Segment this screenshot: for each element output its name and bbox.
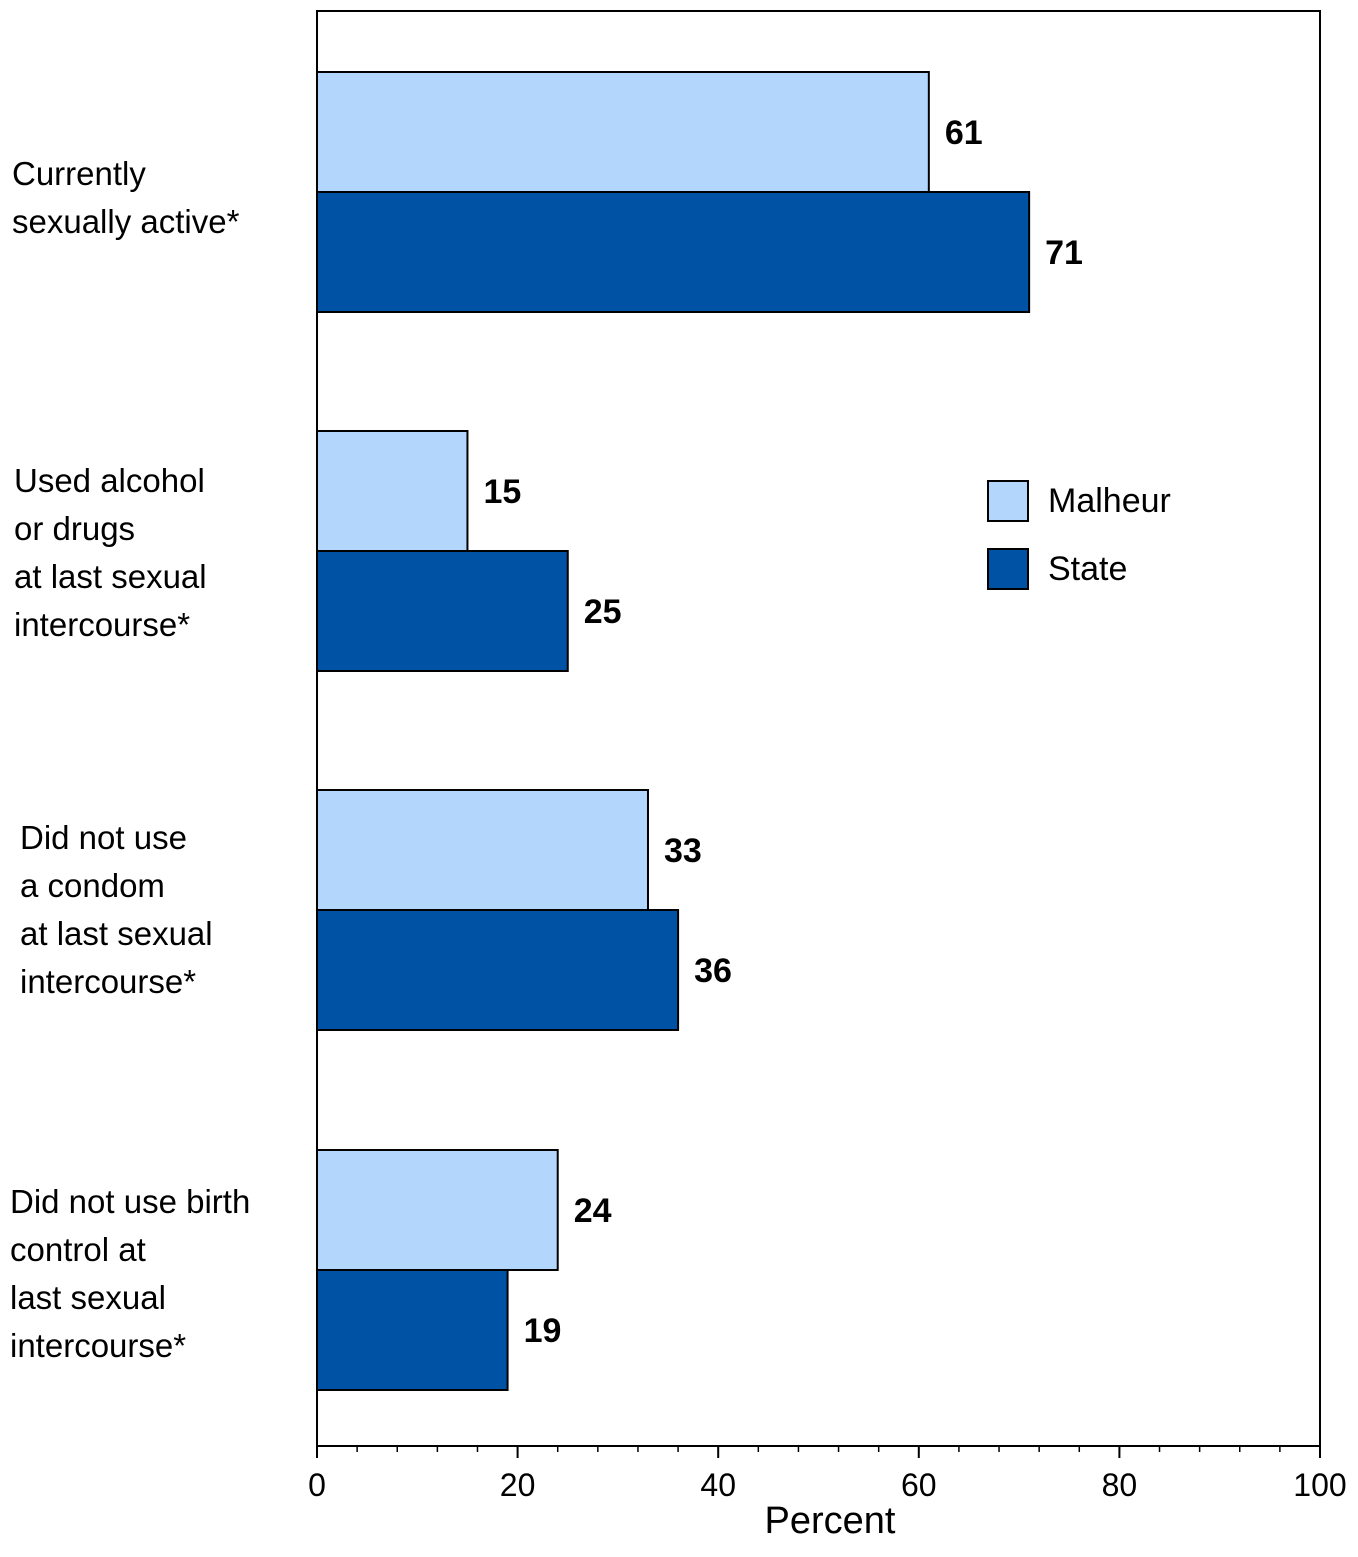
category-label-3: Did not use birth control at last sexual in… (10, 1183, 250, 1364)
value-label-malheur-0: 61 (945, 114, 983, 152)
bars-group (316, 71, 1031, 1391)
category-label-line: intercourse* (14, 606, 190, 643)
category-label-line: sexually active* (12, 203, 240, 240)
legend-swatch-state (987, 548, 1029, 590)
value-label-state-3: 19 (524, 1312, 562, 1350)
bar-state-0 (316, 191, 1031, 313)
category-label-line: Did not use (20, 819, 187, 856)
category-label-0: Currently sexually active* (12, 155, 240, 240)
value-label-state-2: 36 (694, 952, 732, 990)
bar-malheur-1 (316, 430, 469, 552)
category-label-1: Used alcohol or drugs at last sexual interc… (14, 462, 207, 643)
x-axis-title: Percent (765, 1500, 896, 1542)
value-label-malheur-1: 15 (483, 473, 521, 511)
bar-malheur-0 (316, 71, 930, 193)
category-label-line: or drugs (14, 510, 135, 547)
bar-malheur-3 (316, 1149, 559, 1271)
legend-label-state: State (1048, 550, 1127, 588)
bar-state-3 (316, 1269, 509, 1391)
category-label-line: control at (10, 1231, 146, 1268)
x-axis: 0 20 40 60 80 100 (308, 1446, 1347, 1503)
x-tick-label: 0 (308, 1467, 326, 1503)
legend-label-malheur: Malheur (1048, 482, 1171, 520)
x-tick-label: 100 (1293, 1467, 1346, 1503)
category-label-line: at last sexual (20, 915, 213, 952)
category-label-line: Used alcohol (14, 462, 205, 499)
value-label-malheur-3: 24 (574, 1192, 612, 1230)
category-label-line: Currently (12, 155, 146, 192)
x-tick-label: 80 (1102, 1467, 1138, 1503)
category-labels-group: Currently sexually active* Used alcohol or … (10, 155, 250, 1364)
category-label-line: last sexual (10, 1279, 166, 1316)
category-label-line: intercourse* (20, 963, 196, 1000)
x-tick-label: 40 (700, 1467, 736, 1503)
legend-swatch-malheur (987, 480, 1029, 522)
value-label-malheur-2: 33 (664, 832, 702, 870)
value-label-state-0: 71 (1045, 234, 1083, 272)
x-tick-label: 20 (500, 1467, 536, 1503)
bar-state-1 (316, 550, 569, 672)
category-label-line: Did not use birth (10, 1183, 250, 1220)
category-label-line: a condom (20, 867, 165, 904)
bar-state-2 (316, 909, 680, 1031)
category-label-line: at last sexual (14, 558, 207, 595)
bar-malheur-2 (316, 789, 649, 911)
value-label-state-1: 25 (584, 593, 622, 631)
category-label-2: Did not use a condom at last sexual interco… (20, 819, 213, 1000)
value-labels-group: 61 71 15 25 33 36 24 19 (483, 114, 1083, 1350)
category-label-line: intercourse* (10, 1327, 186, 1364)
plot-frame (316, 10, 1321, 1447)
legend: Malheur State (987, 480, 1171, 590)
x-tick-label: 60 (901, 1467, 937, 1503)
